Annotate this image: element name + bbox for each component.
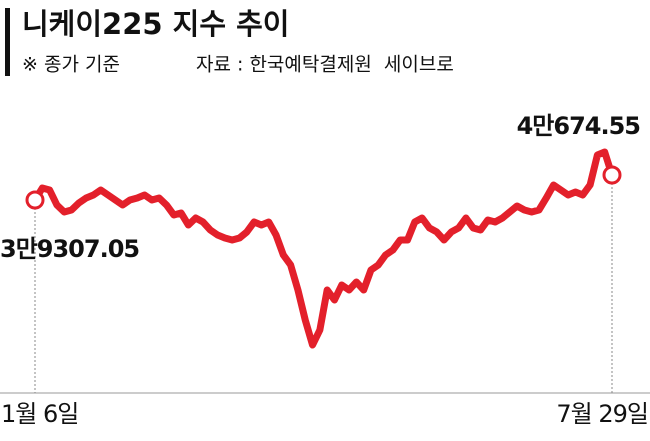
title-bar — [5, 8, 10, 76]
subtitle: ※ 종가 기준 — [22, 54, 120, 76]
line — [31, 148, 616, 349]
source: 자료 : 한국예탁결제원 세이브로 — [196, 54, 454, 76]
end-point — [25, 190, 45, 210]
value-label: 4만674.55 — [517, 112, 641, 140]
x-tick-label: 1월 6일 — [1, 400, 78, 428]
chart-title: 니케이225 지수 추이 — [22, 7, 290, 41]
value-label: 3만9307.05 — [0, 235, 139, 263]
end-point — [602, 165, 622, 185]
x-tick-label: 7월 29일 — [556, 400, 648, 428]
